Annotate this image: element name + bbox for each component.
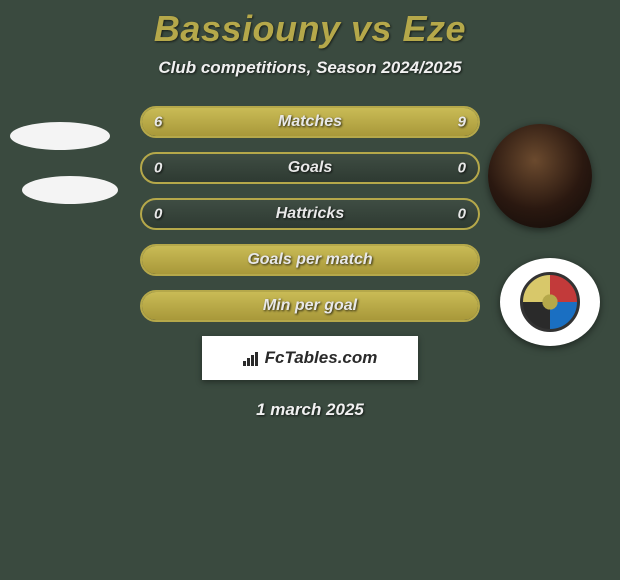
player-avatar-right [488, 124, 592, 228]
club-badge-right [500, 258, 600, 346]
source-logo-label: FcTables.com [265, 348, 378, 368]
stat-label: Hattricks [276, 205, 344, 223]
stat-label: Matches [278, 113, 342, 131]
stat-value-right: 9 [458, 114, 466, 131]
stat-label: Min per goal [263, 297, 357, 315]
stat-bar: 6 9 Matches [140, 106, 480, 138]
club-badge-right-inner [520, 272, 580, 332]
stat-bar: 0 0 Hattricks [140, 198, 480, 230]
stat-value-left: 0 [154, 206, 162, 223]
stat-value-right: 0 [458, 206, 466, 223]
source-logo: FcTables.com [202, 336, 418, 380]
subtitle: Club competitions, Season 2024/2025 [0, 58, 620, 78]
bar-chart-icon [243, 351, 261, 365]
stat-value-left: 6 [154, 114, 162, 131]
stat-value-left: 0 [154, 160, 162, 177]
player-avatar-left [10, 122, 110, 150]
date-label: 1 march 2025 [0, 400, 620, 420]
stat-label: Goals per match [247, 251, 372, 269]
stat-bar: Goals per match [140, 244, 480, 276]
stat-bar: Min per goal [140, 290, 480, 322]
stat-bar: 0 0 Goals [140, 152, 480, 184]
stat-label: Goals [288, 159, 332, 177]
stat-value-right: 0 [458, 160, 466, 177]
page-title: Bassiouny vs Eze [0, 0, 620, 50]
club-badge-left [22, 176, 118, 204]
source-logo-text: FcTables.com [243, 348, 378, 368]
